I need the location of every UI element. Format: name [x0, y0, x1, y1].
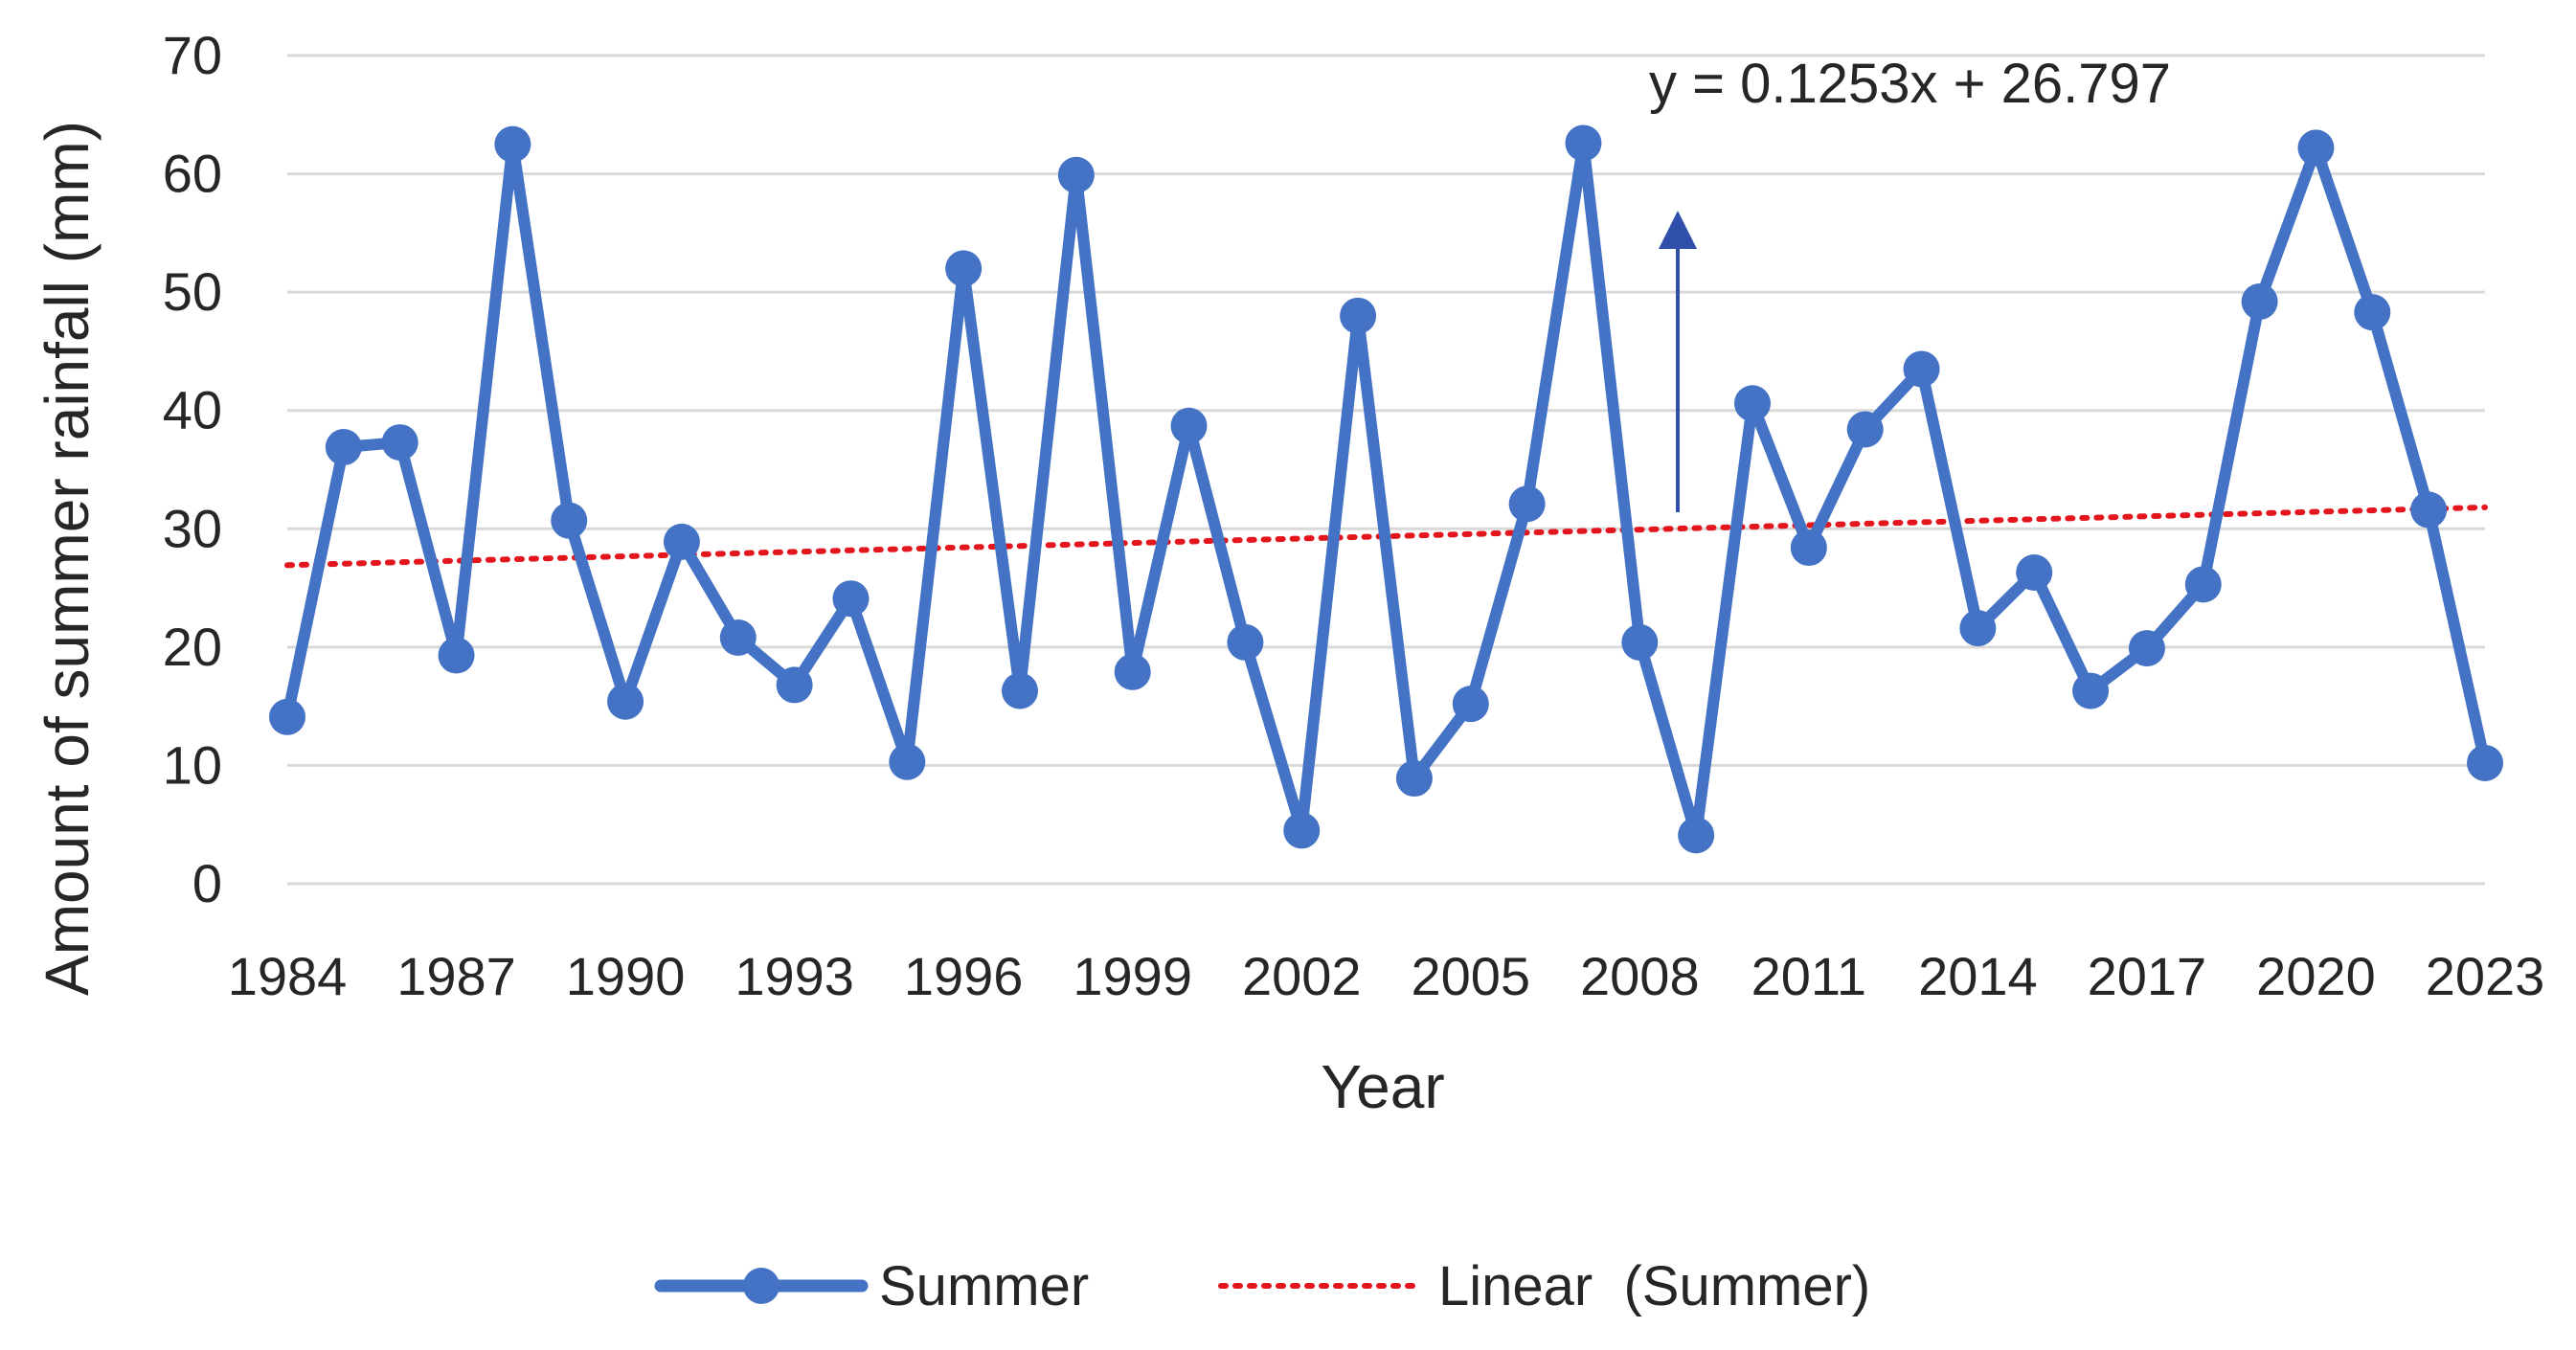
data-point: [1395, 760, 1433, 798]
y-tick-label: 30: [163, 498, 222, 558]
x-tick-label: 1996: [904, 946, 1024, 1006]
y-tick-label: 40: [163, 380, 222, 440]
data-point: [945, 250, 983, 287]
data-point: [269, 698, 305, 735]
legend-series-label: Summer: [879, 1255, 1089, 1317]
data-point: [1565, 124, 1602, 162]
x-tick-label: 1999: [1073, 946, 1192, 1006]
data-point: [1903, 350, 1940, 388]
series-layer: [269, 124, 2503, 854]
legend-trend-label: Linear (Summer): [1438, 1255, 1870, 1317]
x-tick-label: 1984: [228, 946, 348, 1006]
x-tick-label: 2011: [1751, 946, 1866, 1006]
series-line: [282, 137, 2491, 842]
data-point: [2354, 294, 2391, 331]
data-point: [1959, 610, 1997, 647]
trendline-equation: y = 0.1253x + 26.797: [1649, 53, 2171, 115]
data-point: [381, 424, 418, 461]
data-point: [2128, 630, 2165, 667]
data-point: [551, 502, 588, 539]
data-point: [776, 666, 813, 704]
data-point: [2297, 129, 2335, 167]
data-point: [719, 619, 757, 656]
data-point: [1340, 297, 1377, 334]
data-point: [1734, 385, 1771, 422]
x-tick-label: 1987: [396, 946, 516, 1006]
gridlines: [287, 54, 2485, 886]
data-point: [1057, 156, 1095, 193]
legend: Summer Linear (Summer): [654, 1255, 1870, 1317]
data-point: [1170, 407, 1208, 444]
data-point: [1678, 817, 1715, 854]
x-axis-title: Year: [1321, 1052, 1444, 1121]
data-point: [2410, 491, 2448, 529]
y-tick-label: 0: [192, 853, 222, 913]
y-tick-label: 70: [163, 25, 222, 85]
data-point: [2184, 566, 2222, 603]
x-tick-label: 2008: [1580, 946, 1700, 1006]
data-point: [2016, 554, 2053, 592]
x-axis-ticks: 1984 1987 1990 1993 1996 1999 2002 2005 2008 2011…: [228, 946, 2545, 1006]
data-point: [607, 683, 644, 720]
data-point: [1002, 672, 1038, 709]
data-point: [438, 637, 475, 674]
legend-series-marker: [743, 1268, 780, 1304]
data-point: [1846, 411, 1884, 448]
data-point: [832, 580, 870, 618]
x-tick-label: 2005: [1411, 946, 1530, 1006]
data-point: [663, 523, 700, 560]
data-point: [2241, 283, 2278, 321]
x-tick-label: 2023: [2426, 946, 2545, 1006]
x-tick-label: 2002: [1242, 946, 1362, 1006]
data-point: [1227, 623, 1264, 661]
data-point: [2072, 672, 2110, 709]
x-tick-label: 2020: [2256, 946, 2376, 1006]
y-axis-ticks: 0 10 20 30 40 50 60 70: [163, 25, 222, 913]
data-point: [2467, 744, 2503, 781]
x-tick-label: 2017: [2088, 946, 2207, 1006]
data-point: [1790, 529, 1827, 567]
data-point: [889, 743, 926, 780]
data-point: [494, 125, 531, 163]
data-point: [1452, 686, 1489, 723]
data-point: [1114, 653, 1151, 690]
data-point: [1283, 812, 1321, 849]
y-tick-label: 10: [163, 734, 222, 795]
data-point: [1508, 485, 1546, 523]
x-tick-label: 1993: [734, 946, 854, 1006]
y-axis-title: Amount of summer rainfall (mm): [33, 121, 102, 996]
y-tick-label: 20: [163, 617, 222, 677]
data-point: [1621, 623, 1659, 661]
data-point: [325, 429, 362, 466]
y-tick-label: 50: [163, 261, 222, 322]
x-tick-label: 2014: [1918, 946, 2038, 1006]
y-tick-label: 60: [163, 144, 222, 204]
x-tick-label: 1990: [566, 946, 686, 1006]
